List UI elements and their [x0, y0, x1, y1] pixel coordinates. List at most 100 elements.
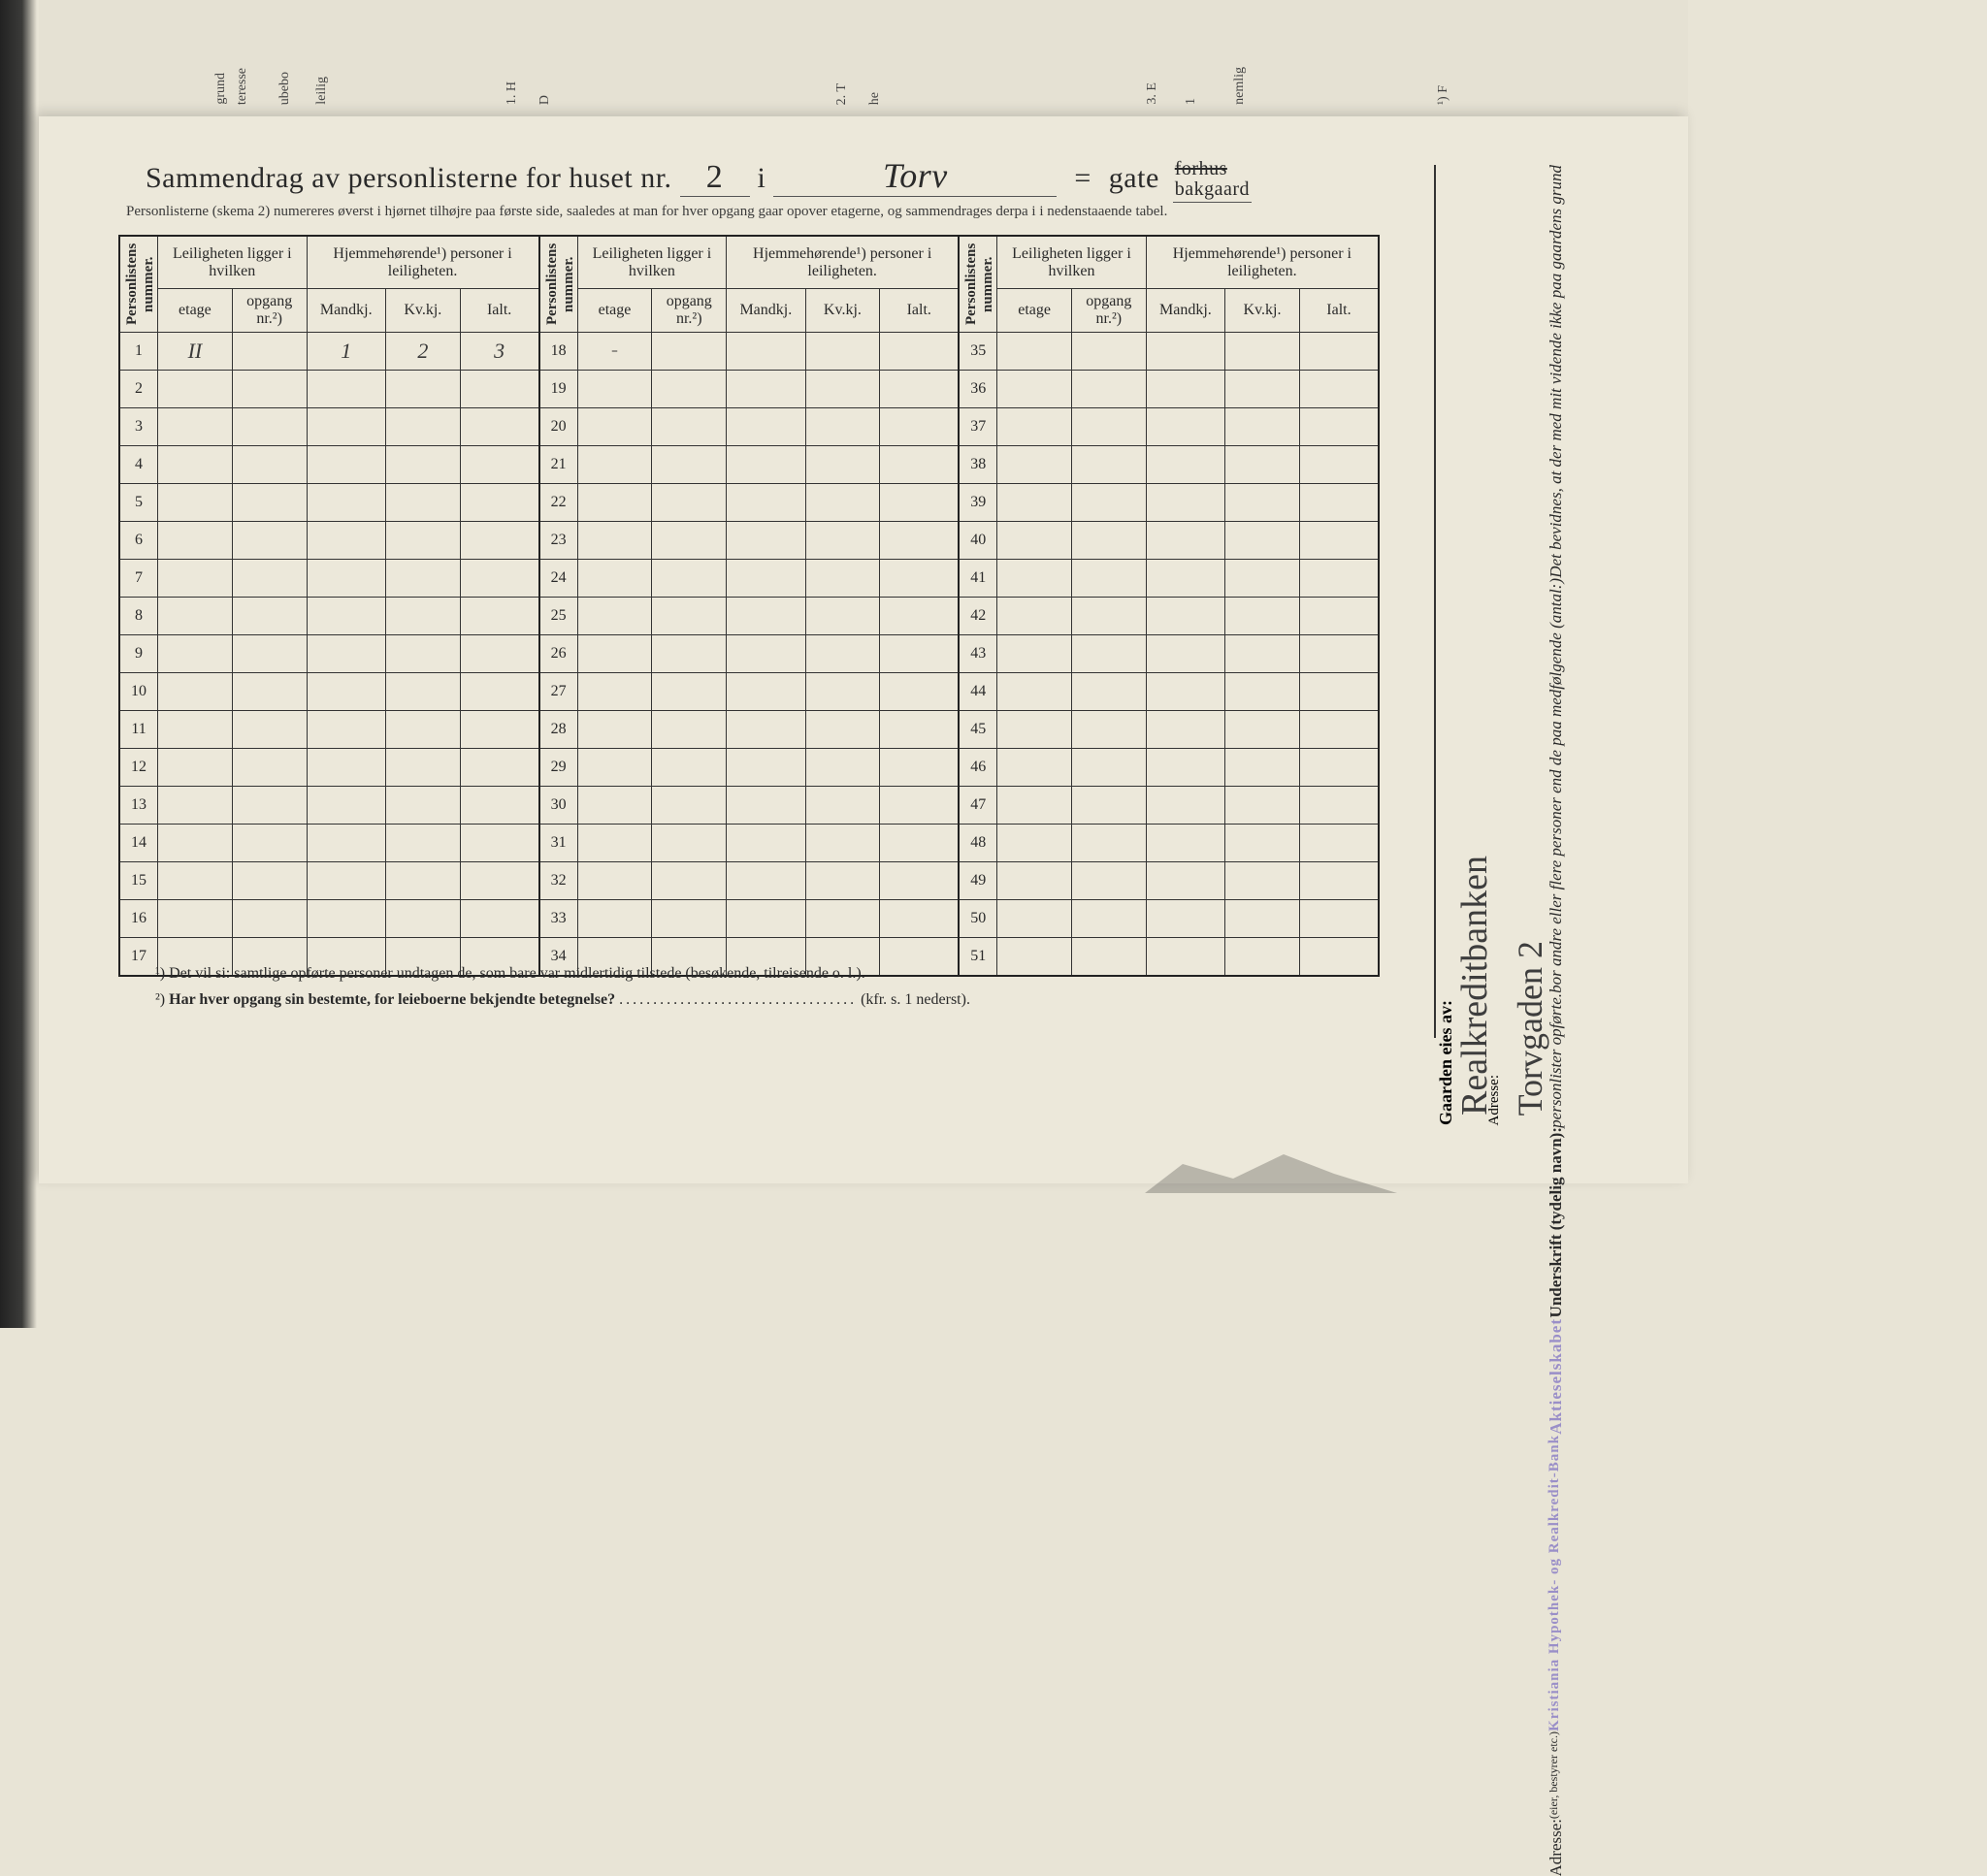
row-number: 24	[539, 560, 578, 598]
table-row: 62340	[119, 522, 1379, 560]
table-row: 153249	[119, 862, 1379, 900]
cell-ialt	[1299, 371, 1379, 408]
cell-kvkj	[1225, 749, 1300, 787]
cell-opgang	[1071, 598, 1146, 635]
cell-mandkj	[727, 522, 805, 560]
cell-mandkj	[727, 446, 805, 484]
row-number: 46	[959, 749, 997, 787]
cell-etage	[997, 635, 1072, 673]
title-gate: gate	[1109, 162, 1159, 194]
cell-mandkj	[307, 635, 385, 673]
row-number: 3	[119, 408, 158, 446]
cell-kvkj	[805, 787, 880, 825]
title-prefix: Sammendrag av personlisterne for huset n…	[146, 162, 672, 194]
cell-etage	[577, 787, 652, 825]
cell-mandkj	[1146, 484, 1224, 522]
cell-opgang	[232, 484, 307, 522]
cell-ialt	[880, 333, 959, 371]
cell-ialt	[1299, 900, 1379, 938]
row-number: 42	[959, 598, 997, 635]
cell-ialt	[880, 825, 959, 862]
cell-etage	[577, 900, 652, 938]
cell-mandkj	[1146, 371, 1224, 408]
cell-mandkj	[727, 484, 805, 522]
cell-kvkj	[385, 598, 460, 635]
owner-address: Torvgaden 2	[1510, 941, 1550, 1116]
cell-ialt	[460, 862, 538, 900]
cell-etage	[997, 900, 1072, 938]
cell-opgang	[652, 560, 727, 598]
cell-etage	[577, 749, 652, 787]
cell-kvkj	[385, 484, 460, 522]
cell-ialt	[460, 560, 538, 598]
cell-opgang	[652, 900, 727, 938]
row-number: 7	[119, 560, 158, 598]
cell-kvkj	[1225, 711, 1300, 749]
cell-etage	[577, 673, 652, 711]
cell-kvkj	[385, 749, 460, 787]
row-number: 31	[539, 825, 578, 862]
row-number: 11	[119, 711, 158, 749]
cell-opgang	[652, 711, 727, 749]
cell-ialt	[1299, 711, 1379, 749]
cell-kvkj	[805, 333, 880, 371]
cell-kvkj	[385, 446, 460, 484]
col-etage-1: etage	[158, 289, 233, 333]
stamp-line-1: Aktieselskabet	[1547, 1318, 1566, 1435]
table-row: 1II12318 35	[119, 333, 1379, 371]
cell-etage	[577, 635, 652, 673]
row-number: 39	[959, 484, 997, 522]
cell-ialt	[1299, 673, 1379, 711]
col-kvkj-3: Kv.kj.	[1225, 289, 1300, 333]
row-number: 23	[539, 522, 578, 560]
cell-ialt	[880, 862, 959, 900]
cell-mandkj	[727, 900, 805, 938]
cell-ialt	[1299, 635, 1379, 673]
top-fold-fragment: 1	[1184, 98, 1199, 105]
top-fold-fragment: grund	[213, 73, 229, 105]
row-number: 12	[119, 749, 158, 787]
cell-ialt	[1299, 749, 1379, 787]
cell-opgang	[232, 749, 307, 787]
cell-mandkj	[1146, 787, 1224, 825]
row-number: 21	[539, 446, 578, 484]
cell-etage	[997, 787, 1072, 825]
cell-opgang	[1071, 522, 1146, 560]
cell-etage	[997, 446, 1072, 484]
cell-etage	[158, 371, 233, 408]
cell-mandkj	[727, 333, 805, 371]
table-body: 1II12318 3521936320374213852239623407244…	[119, 333, 1379, 977]
cell-opgang	[232, 862, 307, 900]
row-number: 19	[539, 371, 578, 408]
cell-ialt	[880, 446, 959, 484]
underskrift-sub: (eier, bestyrer etc.)	[1547, 1731, 1561, 1819]
cell-ialt: 3	[460, 333, 538, 371]
cell-mandkj	[1146, 408, 1224, 446]
cell-mandkj	[1146, 711, 1224, 749]
cell-ialt	[880, 522, 959, 560]
cell-opgang	[652, 862, 727, 900]
cell-kvkj	[1225, 333, 1300, 371]
cell-kvkj	[805, 408, 880, 446]
col-hjemme-2: Hjemmehørende¹) personer i leiligheten.	[727, 236, 960, 289]
cell-ialt	[460, 446, 538, 484]
cell-mandkj	[307, 598, 385, 635]
row-number: 10	[119, 673, 158, 711]
cell-kvkj	[1225, 484, 1300, 522]
col-kvkj-1: Kv.kj.	[385, 289, 460, 333]
cell-kvkj	[1225, 673, 1300, 711]
cell-etage	[158, 862, 233, 900]
cell-opgang	[652, 408, 727, 446]
adresse-label-top: Adresse:	[1547, 1819, 1566, 1876]
cell-opgang	[232, 711, 307, 749]
row-number: 20	[539, 408, 578, 446]
col-hjemme-3: Hjemmehørende¹) personer i leiligheten.	[1146, 236, 1379, 289]
row-number: 33	[539, 900, 578, 938]
row-number: 29	[539, 749, 578, 787]
cell-kvkj	[805, 635, 880, 673]
cell-kvkj	[805, 673, 880, 711]
owner-block: Gaarden eies av: Realkreditbanken Adress…	[1426, 757, 1620, 1125]
cell-mandkj	[1146, 522, 1224, 560]
cell-mandkj	[727, 862, 805, 900]
cell-ialt	[460, 598, 538, 635]
